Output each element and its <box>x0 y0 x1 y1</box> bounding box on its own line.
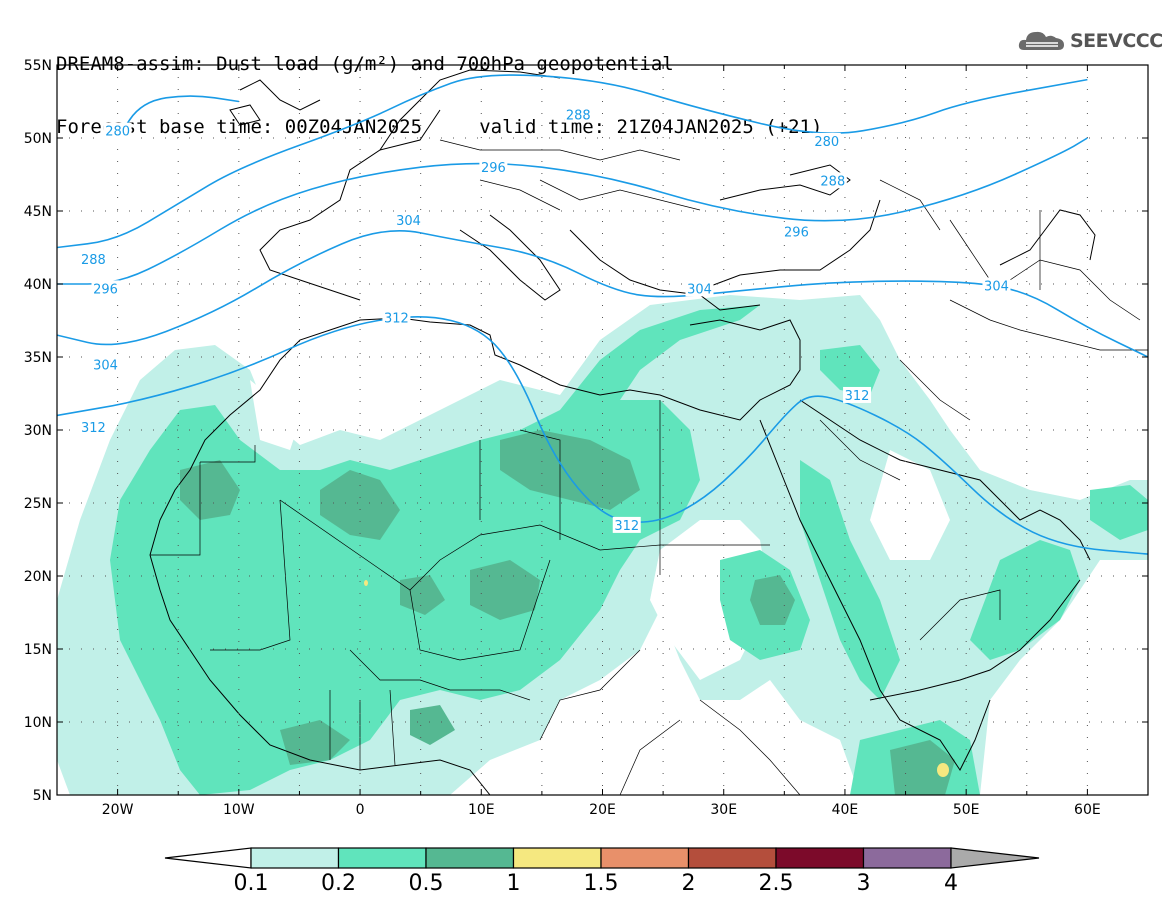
lon-label: 40E <box>832 802 859 818</box>
title-line-1: DREAM8-assim: Dust load (g/m²) and 700hP… <box>56 53 674 75</box>
contour-label-bg <box>382 309 411 326</box>
dust-level-0-5 <box>180 430 955 795</box>
lat-label: 15N <box>24 642 52 658</box>
contour-label-bg <box>394 211 423 228</box>
colorbar-box <box>862 847 952 869</box>
lat-label: 30N <box>24 423 52 439</box>
colorbar-box <box>512 847 602 869</box>
contour-label-312: 312 <box>614 519 639 534</box>
contour-label-bg <box>103 122 132 139</box>
lat-label: 35N <box>24 350 52 366</box>
lon-label: 0 <box>356 802 365 818</box>
contour-label-bg <box>982 277 1011 294</box>
lat-label: 55N <box>24 58 52 74</box>
contour-label-bg <box>79 419 108 436</box>
contour-label-bg <box>612 516 641 533</box>
lon-label: 10W <box>223 802 255 818</box>
contour-label-288: 288 <box>81 253 106 268</box>
contour-label-bg <box>782 223 811 240</box>
contour-label-bg <box>685 280 714 297</box>
cloud-icon <box>1018 31 1064 50</box>
title-line-2: Forecast base time: 00Z04JAN2025 valid t… <box>56 116 823 138</box>
colorbar-over-arrow <box>950 847 1040 869</box>
contour-label-304: 304 <box>687 282 712 297</box>
colorbar-box <box>250 847 340 869</box>
contour-label-304: 304 <box>396 214 421 229</box>
colorbar-label: 1.5 <box>584 871 619 896</box>
lon-label: 20E <box>589 802 616 818</box>
lat-label: 20N <box>24 569 52 585</box>
colorbar-box <box>337 847 427 869</box>
lon-label: 10E <box>468 802 495 818</box>
seevccc-logo: SEEVCCC <box>1018 26 1163 56</box>
contour-label-304: 304 <box>984 279 1009 294</box>
contour-label-bg <box>91 356 120 373</box>
latitude-labels: 55N 50N 45N 40N 35N 30N 25N 20N 15N 10N 5N <box>24 58 52 804</box>
colorbar-box <box>600 847 690 869</box>
lon-label: 50E <box>953 802 980 818</box>
contour-label-bg <box>79 251 108 268</box>
contour-288 <box>57 74 1088 249</box>
contour-label-280: 280 <box>105 125 130 140</box>
contour-label-304: 304 <box>93 358 118 373</box>
colorbar-label: 2.5 <box>759 871 794 896</box>
lon-label: 60E <box>1074 802 1101 818</box>
lat-label: 45N <box>24 204 52 220</box>
colorbar-label: 0.5 <box>409 871 444 896</box>
contour-label-296: 296 <box>784 225 809 240</box>
contour-label-312: 312 <box>845 389 870 404</box>
map-title: DREAM8-assim: Dust load (g/m²) and 700hP… <box>56 12 822 159</box>
colorbar-label: 3 <box>857 871 871 896</box>
lon-label: 20W <box>102 802 134 818</box>
colorbar-under-arrow <box>164 847 252 869</box>
contour-296 <box>57 137 1088 285</box>
contour-label-296: 296 <box>93 282 118 297</box>
contour-label-bg <box>843 386 872 403</box>
contour-label-bg <box>818 172 847 189</box>
borders <box>150 139 1148 795</box>
contour-label-296: 296 <box>481 161 506 176</box>
contour-304 <box>57 230 1148 358</box>
longitude-labels: 20W 10W 0 10E 20E 30E 40E 50E 60E <box>102 802 1101 818</box>
colorbar-label: 0.2 <box>321 871 356 896</box>
contour-label-bg <box>479 159 508 176</box>
contour-label-bg <box>812 132 841 149</box>
colorbar-boxes <box>164 847 1040 869</box>
colorbar-label: 4 <box>944 871 958 896</box>
colorbar-box <box>425 847 515 869</box>
contour-label-280: 280 <box>814 135 839 150</box>
logo-text: SEEVCCC <box>1070 30 1163 52</box>
contour-label-bg <box>91 280 120 297</box>
contour-label-312: 312 <box>81 421 106 436</box>
colorbar-label: 0.1 <box>234 871 269 896</box>
contour-labels: 280 280 288 288 288 296 296 296 304 304 304 304 312 3… <box>79 106 1011 534</box>
lat-label: 50N <box>24 131 52 147</box>
lon-label: 30E <box>710 802 737 818</box>
lat-label: 5N <box>33 788 52 804</box>
lat-label: 10N <box>24 715 52 731</box>
colorbar-box <box>775 847 865 869</box>
colorbar-box <box>687 847 777 869</box>
lat-label: 25N <box>24 496 52 512</box>
colorbar-label: 1 <box>507 871 521 896</box>
colorbar-labels: 0.1 0.2 0.5 1 1.5 2 2.5 3 4 <box>234 871 959 896</box>
axis-ticks <box>56 64 1149 796</box>
coastlines <box>149 69 1096 795</box>
contour-label-288: 288 <box>566 109 591 124</box>
contour-label-288: 288 <box>820 174 845 189</box>
dust-level-1 <box>364 580 949 777</box>
colorbar-label: 2 <box>682 871 696 896</box>
lat-label: 40N <box>24 277 52 293</box>
contour-label-bg <box>564 106 593 123</box>
contour-label-312: 312 <box>384 312 409 327</box>
